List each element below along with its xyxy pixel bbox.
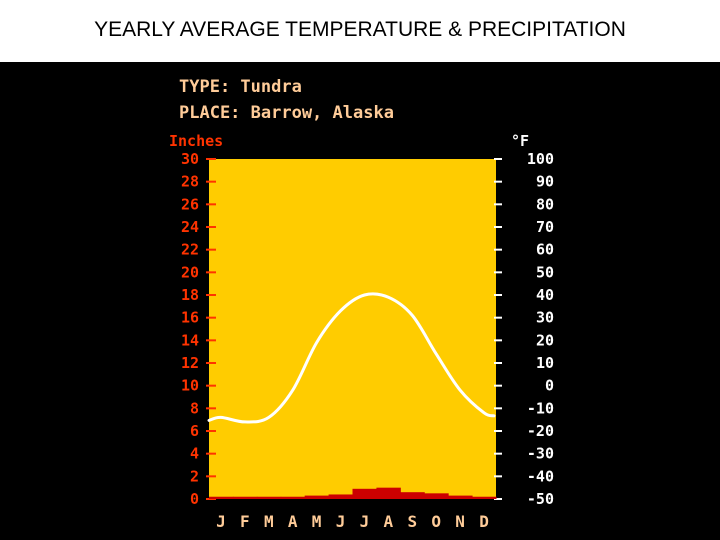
month-label: S <box>407 512 417 531</box>
month-label: N <box>455 512 465 531</box>
left-tick-label: 4 <box>190 445 199 463</box>
precipitation-bars <box>209 487 497 499</box>
right-tick-label: -10 <box>527 399 554 417</box>
month-label: J <box>336 512 346 531</box>
left-tick-label: 10 <box>181 377 199 395</box>
month-label: D <box>479 512 489 531</box>
chart-type-line: TYPE: Tundra <box>179 77 302 97</box>
right-tick-label: -20 <box>527 422 554 440</box>
left-tick-label: 18 <box>181 286 199 304</box>
right-tick-label: -40 <box>527 467 554 485</box>
left-tick-label: 26 <box>181 195 199 213</box>
precipitation-bar <box>304 495 330 499</box>
right-tick-label: 100 <box>527 150 554 168</box>
right-tick-label: 50 <box>536 263 554 281</box>
page-title: YEARLY AVERAGE TEMPERATURE & PRECIPITATI… <box>94 18 626 41</box>
left-tick-label: 12 <box>181 354 199 372</box>
month-label: F <box>240 512 250 531</box>
precipitation-bar <box>424 493 449 499</box>
month-label: J <box>216 512 226 531</box>
right-tick-label: 70 <box>536 218 554 236</box>
precipitation-bar <box>376 487 401 499</box>
left-tick-label: 8 <box>190 399 199 417</box>
left-tick-label: 0 <box>190 490 199 508</box>
precipitation-bar <box>448 495 473 499</box>
month-label: O <box>431 512 441 531</box>
left-tick-label: 14 <box>181 331 199 349</box>
right-tick-label: 0 <box>545 377 554 395</box>
left-tick-label: 2 <box>190 467 199 485</box>
month-label: M <box>312 512 322 531</box>
chart-place-line: PLACE: Barrow, Alaska <box>179 103 394 123</box>
right-axis-label: °F <box>511 132 529 150</box>
right-tick-label: 30 <box>536 309 554 327</box>
left-tick-label: 20 <box>181 263 199 281</box>
precipitation-bar <box>400 492 425 499</box>
precipitation-bar <box>256 496 282 499</box>
precipitation-bar <box>328 494 353 499</box>
page-header: YEARLY AVERAGE TEMPERATURE & PRECIPITATI… <box>0 0 720 62</box>
month-label: M <box>264 512 274 531</box>
precipitation-bar <box>209 496 234 499</box>
right-tick-label: 20 <box>536 331 554 349</box>
plot-area <box>209 159 496 499</box>
right-tick-label: -50 <box>527 490 554 508</box>
left-tick-label: 16 <box>181 309 199 327</box>
left-tick-label: 24 <box>181 218 199 236</box>
month-label: A <box>288 512 298 531</box>
precipitation-bar <box>352 488 377 499</box>
right-tick-label: 10 <box>536 354 554 372</box>
month-label: J <box>360 512 370 531</box>
right-tick-label: 60 <box>536 241 554 259</box>
right-tick-label: 40 <box>536 286 554 304</box>
right-tick-label: 80 <box>536 195 554 213</box>
left-tick-label: 30 <box>181 150 199 168</box>
left-tick-label: 22 <box>181 241 199 259</box>
precipitation-bar <box>232 496 258 499</box>
month-label: A <box>384 512 394 531</box>
right-tick-label: 90 <box>536 173 554 191</box>
left-tick-label: 28 <box>181 173 199 191</box>
left-tick-label: 6 <box>190 422 199 440</box>
precipitation-bar <box>472 496 497 499</box>
left-axis-label: Inches <box>169 132 223 150</box>
precipitation-bar <box>280 496 306 499</box>
right-tick-label: -30 <box>527 445 554 463</box>
temperature-line <box>207 292 496 424</box>
